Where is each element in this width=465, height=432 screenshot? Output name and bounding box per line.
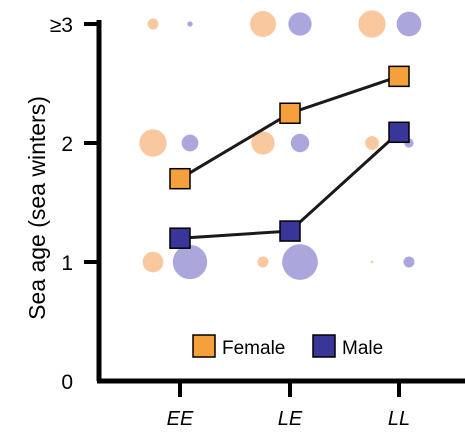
bubble-le-male-1 [282, 244, 318, 280]
legend-swatch-female [192, 334, 216, 358]
legend-label-male: Male [342, 338, 383, 359]
bubble-ee-female-2 [139, 129, 167, 157]
x-tick-label: EE [167, 408, 194, 430]
bubble-ee-male-2 [181, 134, 199, 152]
bubble-layer [139, 10, 422, 280]
y-axis-ticks: 0 1 2 ≥3 [50, 14, 99, 394]
y-tick-label: 2 [61, 133, 73, 156]
legend: Female Male [192, 334, 383, 359]
marker-female-ee [169, 167, 191, 190]
marker-male-ee [169, 227, 191, 249]
bubble-ll-male-1 [403, 256, 415, 268]
x-axis-ticks: EE LE LL [167, 381, 410, 430]
y-tick-label: 1 [61, 252, 73, 275]
bubble-le-male-3 [288, 12, 312, 36]
bubble-ee-female-3 [147, 18, 159, 30]
y-axis-label: Sea age (sea winters) [24, 96, 50, 320]
marker-female-le [279, 102, 301, 124]
bubble-le-female-3 [250, 11, 276, 37]
y-tick-label: ≥3 [50, 14, 73, 37]
marker-female-ll [388, 65, 410, 88]
bubble-le-female-2 [251, 131, 275, 155]
bubble-ee-female-1 [142, 251, 164, 273]
series-markers [169, 65, 410, 249]
bubble-ll-male-3 [396, 11, 422, 37]
bubble-le-male-2 [290, 133, 310, 153]
marker-male-ll [388, 121, 410, 144]
legend-label-female: Female [222, 338, 285, 359]
bubble-ll-female-2 [365, 136, 379, 150]
marker-male-le [279, 220, 301, 242]
bubble-ee-male-1 [172, 244, 208, 280]
x-tick-label: LL [388, 408, 410, 430]
legend-swatch-male [312, 334, 336, 358]
y-tick-label: 0 [61, 371, 73, 394]
x-tick-label: LE [278, 408, 303, 430]
bubble-ll-female-3 [358, 10, 386, 38]
bubble-le-female-1 [257, 256, 269, 268]
bubble-ll-female-1 [370, 260, 374, 264]
bubble-ee-male-3 [187, 21, 193, 27]
series-lines [179, 74, 401, 240]
